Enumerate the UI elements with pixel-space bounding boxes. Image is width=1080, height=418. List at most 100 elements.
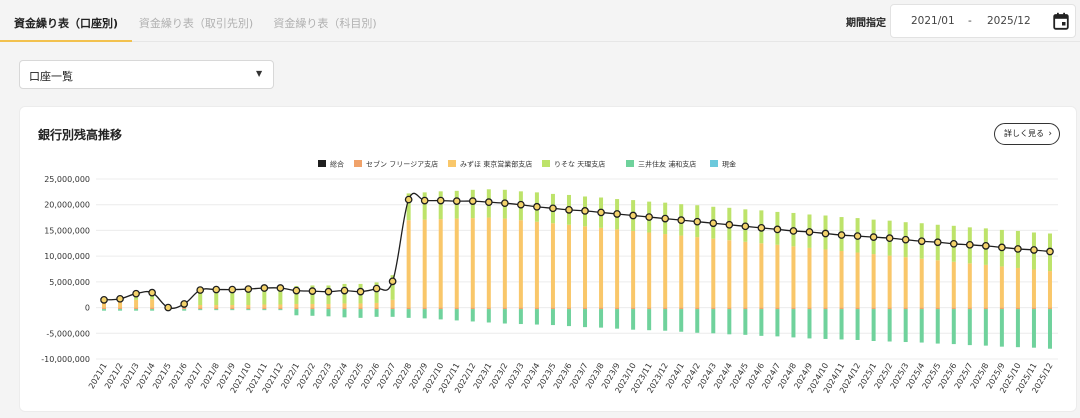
bar-segment (550, 223, 555, 308)
bar-segment (486, 309, 491, 323)
bar-segment (422, 309, 427, 319)
bank-balance-card: 銀行別残高推移 詳しく見る › (19, 106, 1077, 412)
tab-account[interactable]: 資金繰り表（口座別) (13, 17, 119, 30)
total-point (308, 287, 317, 295)
total-point (404, 195, 413, 204)
bar-segment (342, 309, 347, 318)
bar-segment (198, 288, 203, 305)
bar-segment (198, 307, 203, 310)
bar-segment (823, 307, 828, 310)
total-point (949, 239, 958, 248)
bar-segment (198, 305, 203, 308)
total-point (180, 300, 189, 308)
tab-active-indicator (0, 40, 132, 42)
bar-segment (695, 309, 700, 333)
bar-segment (743, 309, 748, 335)
account-select[interactable]: 口座一覧 ▼ (19, 60, 274, 89)
total-point (484, 198, 493, 206)
bar-segment (759, 307, 764, 310)
legend-swatch (318, 160, 326, 167)
total-point (613, 210, 621, 218)
bar-segment (615, 229, 620, 308)
bar-segment (374, 307, 379, 310)
total-point (500, 199, 509, 208)
tab-partner[interactable]: 資金繰り表（取引先別) (138, 17, 254, 30)
bar-segment (1047, 271, 1052, 308)
tab-subject[interactable]: 資金繰り表（科目別) (273, 17, 377, 30)
period-from[interactable]: 2021/01 (911, 15, 955, 27)
period-to[interactable]: 2025/12 (987, 15, 1031, 27)
bar-segment (518, 220, 523, 308)
detail-button[interactable]: 詳しく見る › (994, 123, 1060, 145)
bar-segment (679, 309, 684, 332)
total-point (1014, 245, 1022, 253)
bar-segment (903, 307, 908, 310)
bar-segment (134, 307, 139, 310)
legend-label: りそな 天理支店 (554, 160, 605, 169)
bar-segment (711, 309, 716, 334)
bar-segment (1031, 269, 1036, 308)
y-tick-label: 20,000,000 (44, 201, 90, 210)
bar-segment (214, 288, 219, 305)
bar-segment (390, 307, 395, 310)
total-point (533, 202, 541, 211)
bar-segment (1015, 309, 1020, 348)
bar-segment (534, 307, 539, 310)
bar-segment (118, 307, 123, 310)
bar-segment (102, 307, 107, 310)
bar-segment (999, 307, 1004, 310)
bar-segment (647, 307, 652, 310)
bar-segment (438, 307, 443, 310)
bar-segment (791, 309, 796, 338)
total-point (292, 286, 301, 295)
bar-segment (919, 309, 924, 343)
bar-segment (422, 192, 427, 220)
bar-segment (326, 307, 331, 310)
bar-segment (711, 307, 716, 310)
bar-segment (871, 254, 876, 308)
bar-segment (887, 255, 892, 308)
bar-segment (663, 309, 668, 331)
bar-segment (775, 307, 780, 310)
legend-swatch (448, 160, 456, 167)
bar-segment (534, 309, 539, 325)
bar-segment (422, 219, 427, 308)
total-point (244, 285, 253, 293)
y-tick-label: 15,000,000 (44, 226, 90, 235)
bar-segment (615, 307, 620, 310)
bar-segment (214, 309, 219, 311)
bar-segment (150, 307, 155, 310)
bar-segment (230, 288, 235, 305)
bar-segment (903, 309, 908, 343)
bar-segment (743, 307, 748, 310)
bar-segment (727, 307, 732, 310)
bar-segment (951, 261, 956, 308)
bar-segment (278, 307, 283, 310)
total-point (629, 211, 637, 220)
bar-segment (182, 307, 187, 310)
y-tick-label: 25,000,000 (44, 175, 90, 184)
bar-segment (935, 307, 940, 310)
calendar-icon[interactable] (1053, 12, 1069, 30)
bar-segment (230, 307, 235, 310)
bar-segment (951, 309, 956, 345)
bar-segment (983, 264, 988, 308)
bar-segment (775, 244, 780, 308)
bar-segment (134, 299, 139, 308)
bar-segment (470, 309, 475, 322)
bar-segment (102, 309, 107, 311)
total-point (549, 204, 557, 213)
total-point (741, 222, 750, 231)
total-point (661, 214, 670, 223)
bar-segment (550, 309, 555, 326)
total-point (340, 286, 349, 295)
bar-segment (230, 305, 235, 308)
bar-segment (390, 275, 395, 300)
legend-label: 現金 (722, 160, 736, 169)
y-tick-label: -10,000,000 (41, 355, 90, 364)
bar-segment (534, 221, 539, 308)
bar-segment (454, 309, 459, 321)
bar-segment (390, 299, 395, 308)
period-picker[interactable]: 2021/01 - 2025/12 (890, 4, 1076, 38)
total-point (228, 285, 237, 294)
